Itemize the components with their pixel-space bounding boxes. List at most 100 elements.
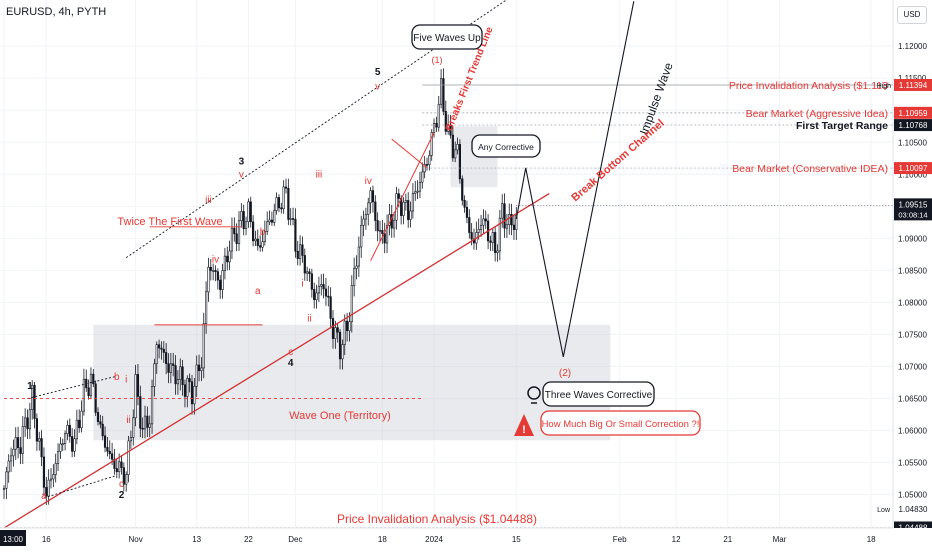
time-axis[interactable] [0,528,893,550]
candle-body [195,364,198,387]
candle-body [12,448,15,457]
candle-body [439,78,443,105]
candle-body [376,220,379,232]
candle-body [226,255,229,263]
candle-body [364,214,368,220]
any-corrective: Any Corrective [478,142,534,152]
wave-label: ii [307,314,311,325]
candle-body [89,373,93,397]
candle-body [277,197,281,209]
candle-body [369,190,372,204]
candle-body [378,229,382,232]
candle-body [33,384,36,419]
candle-body [139,396,142,429]
candle-body [190,381,194,405]
current-price-badge [894,198,932,221]
candle-body [193,385,196,405]
candle-body [355,265,358,269]
candle-body [165,352,168,364]
candle-body [237,220,241,244]
how-much-correction: How Much Big Or Small Correction ?! [542,419,700,430]
high-label: High [877,83,892,90]
candle-body [324,288,328,297]
candle-body [388,214,391,226]
x-tick-label: 13 [192,535,201,544]
price-badge-label: 1.10097 [899,164,928,173]
candle-body [468,217,471,233]
candle-body [21,426,24,454]
candle-body [270,219,274,223]
break-channel-label: Break Bottom Channel [569,117,666,204]
candle-body [40,438,43,458]
candle-body [282,186,285,210]
candle-body [125,474,128,485]
current-price-label: 1.09515 [899,200,928,209]
leg1-upper-line [27,375,117,399]
candle-body [113,458,116,469]
candle-body [160,347,163,350]
candle-body [451,134,454,159]
candle-body [87,387,90,397]
candle-body [228,250,231,263]
candle-body [498,217,501,252]
candle-body [503,203,506,229]
x-tick-label: 22 [244,535,253,544]
wave-label: 2 [119,490,125,501]
candle-body [477,229,480,233]
candle-body [383,233,386,244]
candle-body [240,211,243,221]
candle-body [275,197,278,211]
candle-body [108,450,111,455]
candle-body [482,218,485,226]
candle-body [155,344,158,365]
candle-body [158,344,161,349]
candle-body [428,155,431,166]
lightbulb-icon [527,386,541,400]
wave-label: iii [316,169,323,180]
candle-body [66,424,69,435]
x-tick-label: 2024 [425,535,443,544]
x-tick-label: 12 [672,535,681,544]
candle-body [489,240,492,243]
candle-body [254,238,257,242]
candle-body [249,201,252,223]
price-badge-label: 1.11394 [899,81,928,90]
wave-one-territory-label: Wave One (Territory) [289,410,391,422]
candle-body [45,487,48,497]
candle-body [96,412,100,422]
candle-body [280,207,283,210]
five-waves-up: Five Waves Up [413,33,481,44]
candle-body [266,221,269,232]
candle-body [99,421,102,425]
currency-button[interactable]: USD [897,6,927,24]
candle-body [341,344,344,360]
y-tick-label: 1.08500 [898,266,927,275]
x-tick-label: Nov [128,535,142,544]
price-badge [894,78,932,91]
candle-body [430,132,433,156]
candle-body [484,218,487,222]
x-tick-label: 13:00 [3,535,24,544]
candle-body [219,279,222,290]
candle-body [301,244,304,256]
candle-body [317,285,321,294]
candle-body [284,186,288,189]
candle-body [512,224,516,230]
candle-body [59,443,62,452]
candle-body [186,378,189,397]
how-much-correction-box [540,410,701,436]
candle-body [122,467,125,485]
candle-body [456,144,459,151]
candle-body [216,271,219,281]
any-corrective-box [471,134,541,158]
candle-body [494,232,497,253]
candle-body [127,440,130,475]
price-axis[interactable] [893,0,932,550]
candle-body [296,250,299,259]
symbol-title: EURUSD, 4h, PYTH [6,6,107,18]
candle-body [402,201,405,216]
candle-body [510,214,513,226]
x-tick-label: 18 [867,535,876,544]
